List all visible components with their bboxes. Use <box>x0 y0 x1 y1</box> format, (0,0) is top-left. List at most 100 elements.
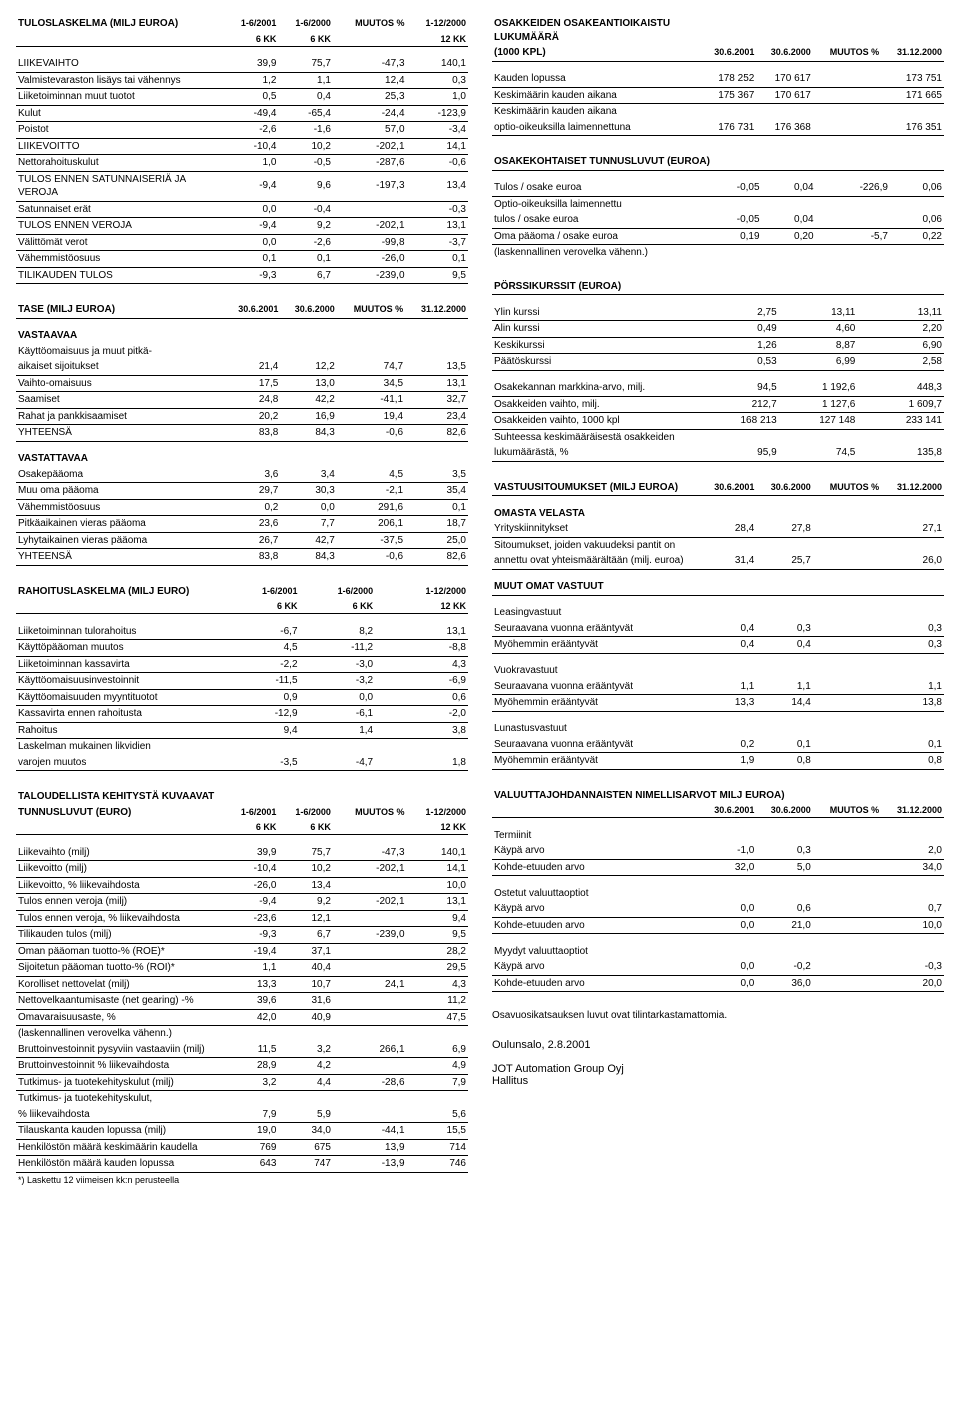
table-row: Oma pääoma / osake euroa0,190,20-5,70,22 <box>492 228 944 245</box>
tunnusluvut-table: TALOUDELLISTA KEHITYSTÄ KUVAAVAT TUNNUSL… <box>16 789 468 1187</box>
osakkeet-table: OSAKKEIDEN OSAKEANTIOIKAISTU LUKUMÄÄRÄ (… <box>492 16 944 136</box>
table-row: TILIKAUDEN TULOS-9,36,7-239,09,5 <box>16 267 468 284</box>
table-row: Korolliset nettovelat (milj)13,310,724,1… <box>16 976 468 993</box>
table-row: (laskennallinen verovelka vähenn.) <box>16 1026 468 1042</box>
table-row: Kohde-etuuden arvo0,021,010,0 <box>492 917 944 934</box>
table-row: Käypä arvo0,00,60,7 <box>492 901 944 917</box>
table-row: Yrityskiinnitykset28,427,827,1 <box>492 521 944 537</box>
table-row: lukumäärästä, %95,974,5135,8 <box>492 445 944 461</box>
table-row: Käypä arvo0,0-0,2-0,3 <box>492 959 944 975</box>
table-row: Kulut-49,4-65,4-24,4-123,9 <box>16 105 468 122</box>
table-row: Käypä arvo-1,00,32,0 <box>492 843 944 859</box>
table-row: TULOS ENNEN VEROJA-9,49,2-202,113,1 <box>16 218 468 235</box>
place-date: Oulunsalo, 2.8.2001 <box>492 1039 944 1051</box>
table-row: Valmistevaraston lisäys tai vähennys1,21… <box>16 72 468 89</box>
table-row: Nettovelkaantumisaste (net gearing) -%39… <box>16 993 468 1010</box>
footer: Oulunsalo, 2.8.2001 JOT Automation Group… <box>492 1039 944 1087</box>
table-row: Osakekannan markkina-arvo, milj.94,51 19… <box>492 380 944 396</box>
table-row: varojen muutos-3,5-4,71,8 <box>16 755 468 771</box>
table-row: Osakkeiden vaihto, 1000 kpl168 213127 14… <box>492 413 944 430</box>
table-row: annettu ovat yhteismäärältään (milj. eur… <box>492 553 944 569</box>
porssikurssit-table: PÖRSSIKURSSIT (EUROA) Ylin kurssi2,7513,… <box>492 279 944 462</box>
osakekohtaiset-table: OSAKEKOHTAISET TUNNUSLUVUT (EUROA) Tulos… <box>492 154 944 261</box>
table-row: Liikevoitto, % liikevaihdosta-26,013,410… <box>16 877 468 894</box>
table-row: Tulos ennen veroja, % liikevaihdosta-23,… <box>16 910 468 927</box>
table-row: % liikevaihdosta7,95,95,6 <box>16 1107 468 1123</box>
table-row: tulos / osake euroa-0,050,040,06 <box>492 212 944 228</box>
table-row: Muu oma pääoma29,730,3-2,135,4 <box>16 483 468 500</box>
table-row: Keskimäärin kauden aikana175 367170 6171… <box>492 87 944 104</box>
table-row: Liiketoiminnan tulorahoitus-6,78,213,1 <box>16 624 468 640</box>
table-row: Kohde-etuuden arvo32,05,034,0 <box>492 859 944 876</box>
table-row: Optio-oikeuksilla laimennettu <box>492 196 944 212</box>
table-row: Keskimäärin kauden aikana <box>492 104 944 120</box>
table-row: Tutkimus- ja tuotekehityskulut (milj)3,2… <box>16 1074 468 1091</box>
table-row: Sijoitetun pääoman tuotto-% (ROI)*1,140,… <box>16 960 468 977</box>
tase-table: TASE (MILJ EUROA) 30.6.2001 30.6.2000 MU… <box>16 302 468 566</box>
table-row: Pitkäaikainen vieras pääoma23,67,7206,11… <box>16 516 468 533</box>
table-row: Liikevoitto (milj)-10,410,2-202,114,1 <box>16 861 468 878</box>
table-row: aikaiset sijoitukset21,412,274,713,5 <box>16 359 468 375</box>
table-row: YHTEENSÄ83,884,3-0,682,6 <box>16 549 468 566</box>
tulos-rows: LIIKEVAIHTO39,975,7-47,3140,1Valmistevar… <box>16 56 468 284</box>
table-row: Henkilöstön määrä keskimäärin kaudella76… <box>16 1139 468 1156</box>
title: TULOSLASKELMA (MILJ EUROA) <box>16 16 224 32</box>
audit-note: Osavuosikatsauksen luvut ovat tilintarka… <box>492 1010 944 1021</box>
table-row: Seuraavana vuonna erääntyvät1,11,11,1 <box>492 679 944 695</box>
table-row: Alin kurssi0,494,602,20 <box>492 321 944 338</box>
table-row: Osakepääoma3,63,44,53,5 <box>16 467 468 483</box>
table-row: Tilikauden tulos (milj)-9,36,7-239,09,5 <box>16 927 468 944</box>
table-row: Liiketoiminnan muut tuotot0,50,425,31,0 <box>16 89 468 106</box>
rahoitus-table: RAHOITUSLASKELMA (MILJ EURO) 1-6/2001 1-… <box>16 584 468 772</box>
table-row: Oman pääoman tuotto-% (ROE)*-19,437,128,… <box>16 943 468 960</box>
table-row: Osakkeiden vaihto, milj.212,71 127,61 60… <box>492 396 944 413</box>
table-row: Saamiset24,842,2-41,132,7 <box>16 392 468 409</box>
table-row: Käyttöomaisuusinvestoinnit-11,5-3,2-6,9 <box>16 673 468 690</box>
table-row: Ylin kurssi2,7513,1113,11 <box>492 305 944 321</box>
table-row: Omavaraisuusaste, %42,040,947,5 <box>16 1009 468 1026</box>
table-row: Rahoitus9,41,43,8 <box>16 722 468 739</box>
table-row: Vähemmistöosuus0,10,1-26,00,1 <box>16 251 468 268</box>
table-row: Lyhytaikainen vieras pääoma26,742,7-37,5… <box>16 532 468 549</box>
table-row: LIIKEVOITTO-10,410,2-202,114,1 <box>16 138 468 155</box>
table-row: Kassavirta ennen rahoitusta-12,9-6,1-2,0 <box>16 706 468 723</box>
table-row: Henkilöstön määrä kauden lopussa643747-1… <box>16 1156 468 1173</box>
table-row: Tulos / osake euroa-0,050,04-226,90,06 <box>492 180 944 196</box>
vastuu-table: VASTUUSITOUMUKSET (MILJ EUROA) 30.6.2001… <box>492 480 944 770</box>
table-row: YHTEENSÄ83,884,3-0,682,6 <box>16 425 468 442</box>
table-row: Bruttoinvestoinnit pysyviin vastaaviin (… <box>16 1042 468 1058</box>
table-row: Liiketoiminnan kassavirta-2,2-3,04,3 <box>16 656 468 673</box>
table-row: Seuraavana vuonna erääntyvät0,40,30,3 <box>492 621 944 637</box>
table-row: Tilauskanta kauden lopussa (milj)19,034,… <box>16 1123 468 1140</box>
table-row: Käyttöomaisuus ja muut pitkä- <box>16 344 468 360</box>
table-row: Tulos ennen veroja (milj)-9,49,2-202,113… <box>16 894 468 911</box>
table-row: Poistot-2,6-1,657,0-3,4 <box>16 122 468 139</box>
table-row: Käyttöomaisuuden myyntituotot0,90,00,6 <box>16 689 468 706</box>
table-row: Nettorahoituskulut1,0-0,5-287,6-0,6 <box>16 155 468 172</box>
table-row: Myöhemmin erääntyvät13,314,413,8 <box>492 695 944 712</box>
table-row: Vähemmistöosuus0,20,0291,60,1 <box>16 499 468 516</box>
table-row: Sitoumukset, joiden vakuudeksi pantit on <box>492 537 944 553</box>
valuutta-table: VALUUTTAJOHDANNAISTEN NIMELLISARVOT MILJ… <box>492 788 944 993</box>
table-row: Käyttöpääoman muutos4,5-11,2-8,8 <box>16 640 468 657</box>
table-row: Myöhemmin erääntyvät1,90,80,8 <box>492 753 944 770</box>
table-row: Vaihto-omaisuus17,513,034,513,1 <box>16 375 468 392</box>
table-row: Päätöskurssi0,536,992,58 <box>492 354 944 371</box>
table-row: Kohde-etuuden arvo0,036,020,0 <box>492 975 944 992</box>
table-row: Myöhemmin erääntyvät0,40,40,3 <box>492 637 944 654</box>
table-row: Liikevaihto (milj)39,975,7-47,3140,1 <box>16 845 468 861</box>
table-row: Kauden lopussa178 252170 617173 751 <box>492 71 944 87</box>
board: Hallitus <box>492 1075 944 1087</box>
company: JOT Automation Group Oyj <box>492 1063 944 1075</box>
table-row: Rahat ja pankkisaamiset20,216,919,423,4 <box>16 408 468 425</box>
table-row: Suhteessa keskimääräisestä osakkeiden <box>492 429 944 445</box>
right-column: OSAKKEIDEN OSAKEANTIOIKAISTU LUKUMÄÄRÄ (… <box>492 16 944 1205</box>
left-column: TULOSLASKELMA (MILJ EUROA) 1-6/2001 1-6/… <box>16 16 468 1205</box>
table-row: Satunnaiset erät0,0-0,4-0,3 <box>16 201 468 218</box>
table-row: (laskennallinen verovelka vähenn.) <box>492 245 944 261</box>
table-row: Seuraavana vuonna erääntyvät0,20,10,1 <box>492 737 944 753</box>
table-row: TULOS ENNEN SATUNNAISERIÄ JA VEROJA-9,49… <box>16 171 468 201</box>
table-row: LIIKEVAIHTO39,975,7-47,3140,1 <box>16 56 468 72</box>
table-row: optio-oikeuksilla laimennettuna176 73117… <box>492 120 944 136</box>
table-row: Bruttoinvestoinnit % liikevaihdosta28,94… <box>16 1058 468 1075</box>
